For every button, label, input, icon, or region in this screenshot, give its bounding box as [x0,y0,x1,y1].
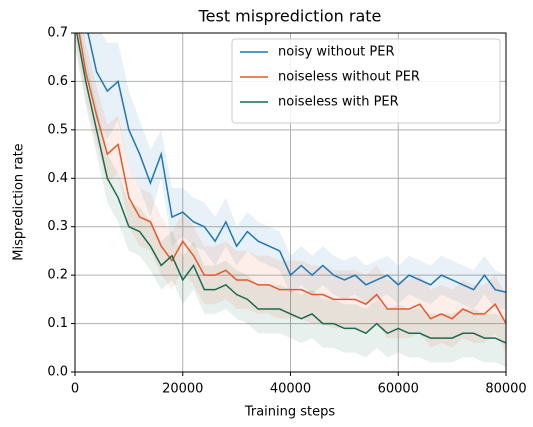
data-line [76,33,506,344]
y-tick-label: 0.3 [47,219,68,234]
y-tick-label: 0.1 [47,316,68,331]
y-tick-label: 0.4 [47,171,68,186]
legend-label: noisy without PER [278,45,395,60]
x-tick-label: 60000 [378,382,419,397]
legend-label: noiseless with PER [278,95,399,110]
error-band [75,33,506,368]
chart-title: Test misprediction rate [198,7,382,26]
x-tick-label: 20000 [162,382,203,397]
x-axis-label: Training steps [244,405,336,420]
legend-label: noiseless without PER [278,70,420,85]
x-tick-label: 80000 [485,382,526,397]
y-tick-label: 0.6 [47,74,68,89]
plot-frame [74,32,507,373]
y-tick-label: 0.2 [47,268,68,283]
y-tick-label: 0.5 [47,122,68,137]
x-tick-label: 0 [71,382,79,397]
error-band [79,33,506,310]
y-tick-label: 0.7 [47,26,68,41]
x-tick-label: 40000 [270,382,311,397]
y-axis-label: Misprediction rate [12,143,27,260]
data-line [87,33,506,293]
y-tick-label: 0.0 [47,365,68,380]
error-band [75,33,506,353]
legend-box [231,38,501,124]
data-line [78,33,506,324]
plot-area [75,33,506,368]
